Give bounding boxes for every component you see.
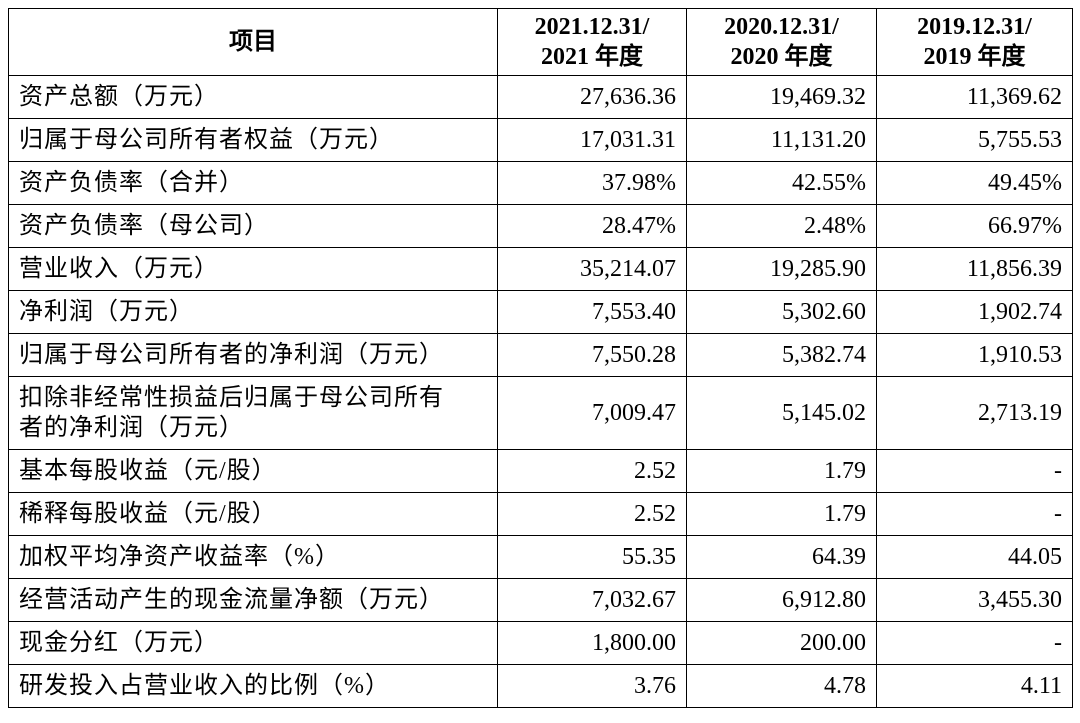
value-cell: 5,145.02 [686,376,877,450]
table-row: 基本每股收益（元/股） 2.52 1.79- [8,449,1073,493]
table-row: 经营活动产生的现金流量净额（万元） 7,032.67 6,912.80 3,455.3… [8,578,1073,622]
table-row: 稀释每股收益（元/股） 2.52 1.79- [8,492,1073,536]
value-cell: 64.39 [686,535,877,579]
value-cell: 2,713.19 [876,376,1073,450]
value-cell: 17,031.31 [497,118,687,162]
value-cell: 55.35 [497,535,687,579]
row-label: 经营活动产生的现金流量净额（万元） [8,578,498,622]
row-label: 资产总额（万元） [8,75,498,119]
table-row: 营业收入（万元） 35,214.07 19,285.90 11,856.39 [8,247,1073,291]
value-cell: 2.52 [497,492,687,536]
value-cell: 11,131.20 [686,118,877,162]
value-cell: - [876,449,1073,493]
value-cell: 11,856.39 [876,247,1073,291]
header-line: 2019 年度 [923,44,1026,70]
value-cell: 2.48% [686,204,877,248]
header-cell: 2021.12.31/2021 年度 [497,8,687,76]
table-row: 资产总额（万元） 27,636.36 19,469.32 11,369.62 [8,75,1073,119]
row-label: 稀释每股收益（元/股） [8,492,498,536]
header-line: 2021 年度 [541,44,643,70]
value-cell: 200.00 [686,621,877,665]
row-label: 资产负债率（合并） [8,161,498,205]
table-row: 研发投入占营业收入的比例（%） 3.76 4.78 4.11 [8,664,1073,708]
table-row: 现金分红（万元） 1,800.00 200.00- [8,621,1073,665]
value-cell: - [876,621,1073,665]
value-cell: 4.78 [686,664,877,708]
value-cell: 37.98% [497,161,687,205]
row-label: 归属于母公司所有者的净利润（万元） [8,333,498,377]
header-line: 2020.12.31/ [724,14,839,40]
table-body: 资产总额（万元） 27,636.36 19,469.32 11,369.62 归属于母公… [8,75,1073,708]
financial-table: 项目 2021.12.31/2021 年度 2020.12.31/2020 年度 20… [8,8,1073,708]
table-row: 净利润（万元） 7,553.40 5,302.60 1,902.74 [8,290,1073,334]
row-label: 研发投入占营业收入的比例（%） [8,664,498,708]
value-cell: 42.55% [686,161,877,205]
value-cell: 19,469.32 [686,75,877,119]
value-cell: 1,800.00 [497,621,687,665]
value-cell: 1,902.74 [876,290,1073,334]
header-row: 项目 2021.12.31/2021 年度 2020.12.31/2020 年度 20… [8,8,1073,76]
row-label: 归属于母公司所有者权益（万元） [8,118,498,162]
table-row: 资产负债率（合并） 37.98% 42.55% 49.45% [8,161,1073,205]
header-line: 2019.12.31/ [917,14,1032,40]
header-cell: 2019.12.31/2019 年度 [876,8,1073,76]
value-cell: 5,382.74 [686,333,877,377]
value-cell: 7,032.67 [497,578,687,622]
value-cell: - [876,492,1073,536]
value-cell: 44.05 [876,535,1073,579]
value-cell: 1,910.53 [876,333,1073,377]
row-label: 加权平均净资产收益率（%） [8,535,498,579]
value-cell: 11,369.62 [876,75,1073,119]
value-cell: 28.47% [497,204,687,248]
value-cell: 35,214.07 [497,247,687,291]
header-line: 2021.12.31/ [534,14,650,40]
header-cell: 2020.12.31/2020 年度 [686,8,877,76]
row-label: 扣除非经常性损益后归属于母公司所有者的净利润（万元） [8,376,498,450]
value-cell: 4.11 [876,664,1073,708]
value-cell: 7,550.28 [497,333,687,377]
table-row: 资产负债率（母公司） 28.47% 2.48% 66.97% [8,204,1073,248]
row-label: 净利润（万元） [8,290,498,334]
value-cell: 6,912.80 [686,578,877,622]
value-cell: 7,553.40 [497,290,687,334]
value-cell: 66.97% [876,204,1073,248]
value-cell: 3.76 [497,664,687,708]
value-cell: 2.52 [497,449,687,493]
value-cell: 3,455.30 [876,578,1073,622]
header-cell: 项目 [8,8,498,76]
row-label: 营业收入（万元） [8,247,498,291]
row-label: 资产负债率（母公司） [8,204,498,248]
value-cell: 5,755.53 [876,118,1073,162]
value-cell: 5,302.60 [686,290,877,334]
row-label: 基本每股收益（元/股） [8,449,498,493]
value-cell: 27,636.36 [497,75,687,119]
header-line: 2020 年度 [730,44,833,70]
row-label: 现金分红（万元） [8,621,498,665]
table-row: 扣除非经常性损益后归属于母公司所有者的净利润（万元） 7,009.47 5,145.… [8,376,1073,450]
value-cell: 49.45% [876,161,1073,205]
table-row: 归属于母公司所有者权益（万元） 17,031.31 11,131.20 5,755.5… [8,118,1073,162]
value-cell: 19,285.90 [686,247,877,291]
value-cell: 1.79 [686,449,877,493]
table-row: 归属于母公司所有者的净利润（万元） 7,550.28 5,382.74 1,910.5… [8,333,1073,377]
table-row: 加权平均净资产收益率（%） 55.35 64.39 44.05 [8,535,1073,579]
value-cell: 7,009.47 [497,376,687,450]
value-cell: 1.79 [686,492,877,536]
